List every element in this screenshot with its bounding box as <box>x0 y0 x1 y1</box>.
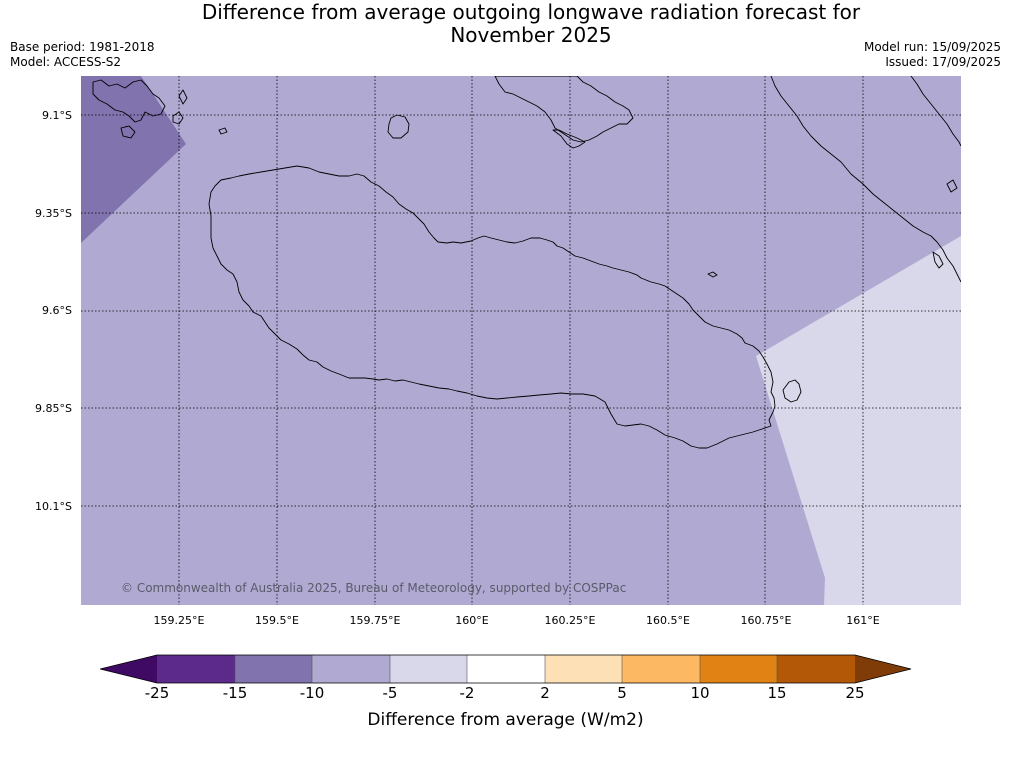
colorbar-tick: -5 <box>382 684 398 702</box>
coastline-nggela <box>494 76 634 143</box>
colorbar-segment-2-5 <box>545 655 622 683</box>
coastlines <box>92 76 961 449</box>
lon-label-160: 160°E <box>455 614 489 627</box>
lat-label-9-1: 9.1°S <box>42 109 72 122</box>
coastline-malaita <box>770 76 961 283</box>
colorbar-tick: 2 <box>540 684 550 702</box>
colorbar-tick: 25 <box>845 684 865 702</box>
colorbar-segment-minus2-2 <box>467 655 545 683</box>
lon-label-160-75: 160.75°E <box>740 614 792 627</box>
colorbar-segment-10-15 <box>700 655 777 683</box>
colorbar-tick: -25 <box>144 684 170 702</box>
coastline-top-left-islet-1 <box>120 125 136 139</box>
colorbar-segment-minus5-minus2 <box>390 655 467 683</box>
coastline-malaita-north <box>910 76 961 147</box>
colorbar-outline <box>100 654 912 684</box>
colorbar-tick: -15 <box>222 684 248 702</box>
anomaly-band-minus15-minus10 <box>81 76 186 243</box>
colorbar-segment-minus10-minus5 <box>312 655 390 683</box>
colorbar-title: Difference from average (W/m2) <box>367 710 644 730</box>
chart-title: Difference from average outgoing longwav… <box>150 1 912 47</box>
colorbar <box>100 654 912 684</box>
lon-label-159-25: 159.25°E <box>153 614 205 627</box>
coastline-top-left-islet-3 <box>218 127 228 135</box>
model-text: Model: ACCESS-S2 <box>10 55 122 69</box>
lon-label-160-5: 160.5°E <box>646 614 690 627</box>
lat-label-9-6: 9.6°S <box>42 304 72 317</box>
title-line-1: Difference from average outgoing longwav… <box>201 0 861 24</box>
lon-label-159-75: 159.75°E <box>349 614 401 627</box>
anomaly-band-minus5-minus2 <box>756 236 961 605</box>
title-line-2: November 2025 <box>450 23 612 47</box>
forecast-metadata-right: Model run: 15/09/2025 Issued: 17/09/2025 <box>864 40 1001 70</box>
colorbar-segment-minus25-minus15 <box>157 655 235 683</box>
coastline-malaita-lagoon-2 <box>946 179 958 193</box>
colorbar-segment-minus15-minus10 <box>235 655 312 683</box>
colorbar-segment-below-minus25 <box>100 655 157 683</box>
forecast-metadata-left: Base period: 1981-2018 Model: ACCESS-S2 <box>10 40 155 70</box>
issued-text: Issued: 17/09/2025 <box>885 55 1001 69</box>
lon-label-160-25: 160.25°E <box>544 614 596 627</box>
colorbar-tick: 5 <box>617 684 627 702</box>
lat-label-9-85: 9.85°S <box>35 402 72 415</box>
model-run-text: Model run: 15/09/2025 <box>863 40 1001 54</box>
map-canvas <box>81 76 961 605</box>
lon-label-159-5: 159.5°E <box>255 614 299 627</box>
coastline-islet-north <box>387 114 410 139</box>
copyright-notice: © Commonwealth of Australia 2025, Bureau… <box>121 581 627 595</box>
lon-label-161: 161°E <box>846 614 880 627</box>
colorbar-dividers <box>234 655 778 683</box>
lat-label-10-1: 10.1°S <box>35 500 72 513</box>
colorbar-segment-5-10 <box>622 655 700 683</box>
lat-label-9-35: 9.35°S <box>35 207 72 220</box>
base-period-text: Base period: 1981-2018 <box>10 40 155 54</box>
map-gridlines <box>81 76 961 605</box>
coastline-top-left-islands <box>92 79 166 123</box>
coastline-islet-east <box>707 271 718 278</box>
colorbar-tick: 15 <box>767 684 787 702</box>
colorbar-tick: -2 <box>459 684 475 702</box>
coastline-marau <box>782 379 802 403</box>
coastline-guadalcanal <box>208 165 776 449</box>
coastline-malaita-lagoon-1 <box>932 251 944 269</box>
colorbar-tick: -10 <box>299 684 325 702</box>
coastline-top-left-islet-4 <box>178 89 188 105</box>
colorbar-segment-above-25 <box>855 655 911 683</box>
colorbar-tick: 10 <box>690 684 710 702</box>
anomaly-map <box>81 76 961 605</box>
coastline-top-left-islet-2 <box>172 111 184 125</box>
coastline-nggela-south <box>552 129 586 149</box>
colorbar-segment-15-25 <box>777 655 855 683</box>
